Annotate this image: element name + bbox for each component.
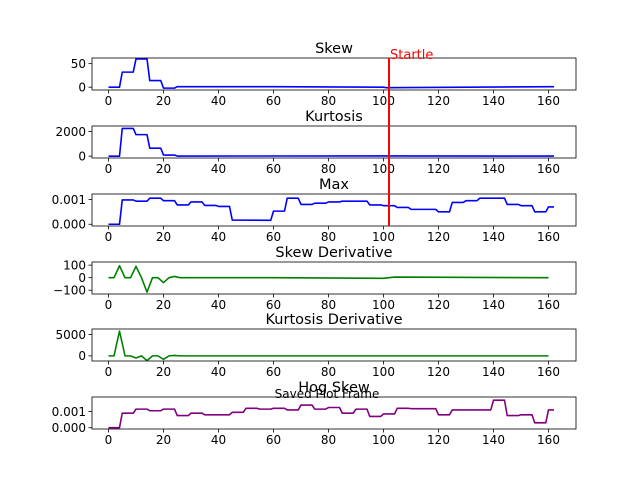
saved-plot-frame-text: Saved Plot Frame — [275, 387, 380, 401]
x-tick-label: 60 — [266, 298, 281, 312]
axes-frame — [91, 193, 577, 227]
x-tick-label: 20 — [156, 433, 171, 447]
x-tick-label: 100 — [372, 433, 395, 447]
subplot-title: Skew — [315, 41, 353, 57]
y-tick-label: −100 — [53, 284, 86, 298]
x-tick-label: 20 — [156, 298, 171, 312]
series-line — [108, 127, 555, 157]
series-line — [108, 264, 549, 293]
x-tick-label: 160 — [537, 94, 560, 108]
x-tick-label: 40 — [211, 365, 226, 379]
x-tick-label: 160 — [537, 162, 560, 176]
y-tick-label: 100 — [63, 258, 86, 272]
x-tick-label: 0 — [105, 298, 113, 312]
x-tick-label: 100 — [372, 365, 395, 379]
x-tick-label: 100 — [372, 298, 395, 312]
y-tick-label: 2000 — [55, 125, 86, 139]
x-tick-label: 140 — [482, 94, 505, 108]
x-tick-label: 0 — [105, 162, 113, 176]
x-tick-label: 60 — [266, 162, 281, 176]
subplot-title: Max — [319, 177, 349, 193]
x-tick-label: 20 — [156, 94, 171, 108]
x-tick-label: 0 — [105, 433, 113, 447]
x-tick-label: 20 — [156, 365, 171, 379]
x-tick-label: 40 — [211, 162, 226, 176]
subplot-title: Skew Derivative — [275, 245, 392, 261]
y-tick-label: 5000 — [55, 328, 86, 342]
x-tick-label: 120 — [427, 230, 450, 244]
subplot-title: Kurtosis Derivative — [266, 312, 403, 328]
x-tick-label: 160 — [537, 433, 560, 447]
x-tick-label: 80 — [321, 298, 336, 312]
x-tick-label: 0 — [105, 230, 113, 244]
axes-frame — [91, 328, 577, 362]
x-tick-label: 160 — [537, 230, 560, 244]
x-tick-label: 160 — [537, 298, 560, 312]
x-tick-label: 0 — [105, 94, 113, 108]
x-tick-label: 60 — [266, 433, 281, 447]
y-tick-label: 0.001 — [52, 193, 86, 207]
x-tick-label: 100 — [372, 162, 395, 176]
x-tick-label: 40 — [211, 94, 226, 108]
x-tick-label: 120 — [427, 365, 450, 379]
startle-label: Startle — [390, 48, 433, 63]
x-tick-label: 100 — [372, 230, 395, 244]
x-tick-label: 140 — [482, 298, 505, 312]
x-tick-label: 140 — [482, 433, 505, 447]
axes-frame — [91, 125, 577, 159]
x-tick-label: 20 — [156, 230, 171, 244]
x-tick-label: 80 — [321, 433, 336, 447]
x-tick-label: 60 — [266, 365, 281, 379]
x-tick-label: 120 — [427, 298, 450, 312]
x-tick-label: 140 — [482, 162, 505, 176]
x-tick-label: 120 — [427, 433, 450, 447]
x-tick-label: 60 — [266, 230, 281, 244]
x-tick-label: 40 — [211, 298, 226, 312]
x-tick-label: 80 — [321, 365, 336, 379]
x-tick-label: 80 — [321, 94, 336, 108]
y-tick-label: 0.001 — [52, 405, 86, 419]
series-line — [108, 58, 555, 89]
subplot-title: Kurtosis — [305, 109, 363, 125]
y-tick-label: 0 — [78, 271, 86, 285]
x-tick-label: 120 — [427, 162, 450, 176]
axes-frame — [91, 57, 577, 91]
series-line — [108, 197, 554, 226]
y-tick-label: 50 — [71, 57, 86, 71]
x-tick-label: 140 — [482, 365, 505, 379]
series-line — [108, 399, 554, 429]
x-tick-label: 40 — [211, 230, 226, 244]
y-tick-label: 0 — [78, 349, 86, 363]
subplot-3: 0 20 40 60 80 100 120 140 160 0.000 0.001 Max — [52, 177, 577, 244]
series-line — [108, 330, 549, 361]
x-tick-label: 160 — [537, 365, 560, 379]
y-tick-label: 0 — [78, 80, 86, 94]
y-tick-label: 0.000 — [52, 421, 86, 435]
x-tick-label: 40 — [211, 433, 226, 447]
x-tick-label: 140 — [482, 230, 505, 244]
subplot-1: 0 20 40 60 80 100 120 140 160 0 50 Skew — [71, 41, 577, 108]
y-tick-label: 0 — [78, 149, 86, 163]
subplot-5: 0 20 40 60 80 100 120 140 160 5000 0 Kurtosis Deriv… — [55, 312, 577, 379]
y-tick-label: 0.000 — [52, 218, 86, 232]
subplot-title: Hog Skew — [298, 380, 370, 396]
subplot-6: 0 20 40 60 80 100 120 140 160 0.000 0.001 Hog Skew — [52, 380, 577, 447]
x-tick-label: 20 — [156, 162, 171, 176]
subplot-panels: 0 20 40 60 80 100 120 140 160 0 50 Skew 0 20 40 60 80 100… — [52, 41, 577, 447]
x-tick-label: 0 — [105, 365, 113, 379]
x-tick-label: 100 — [372, 94, 395, 108]
x-tick-label: 80 — [321, 230, 336, 244]
x-tick-label: 60 — [266, 94, 281, 108]
axes-frame — [91, 396, 577, 430]
x-tick-label: 80 — [321, 162, 336, 176]
x-tick-label: 120 — [427, 94, 450, 108]
